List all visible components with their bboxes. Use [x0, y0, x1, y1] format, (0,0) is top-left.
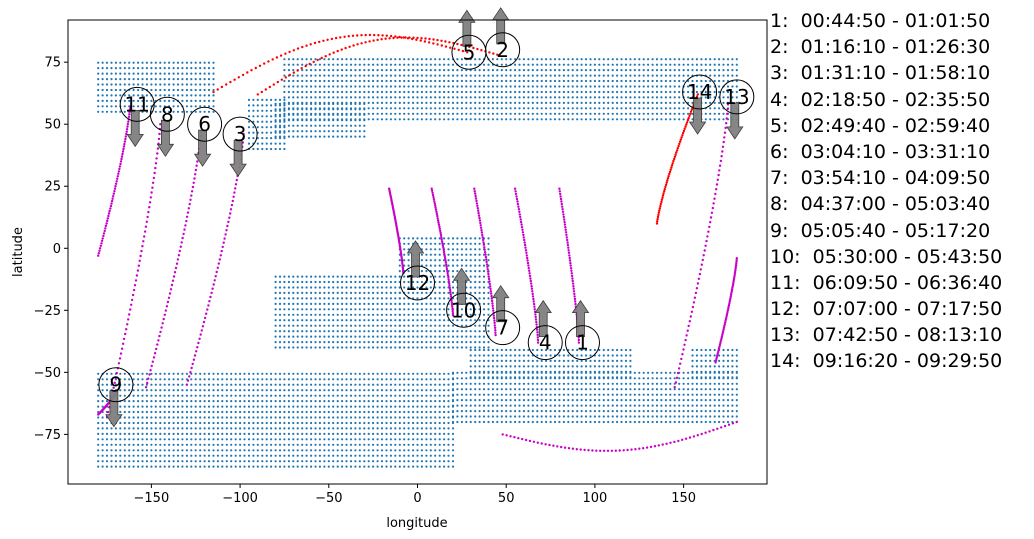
- arrow-down-9: [105, 390, 123, 428]
- track-pass-4: [513, 187, 540, 344]
- pass-number-3: 3: [234, 122, 247, 146]
- pass-number-7: 7: [496, 316, 509, 340]
- x-tick-label: 100: [582, 491, 607, 506]
- track-pass-1: [558, 187, 581, 344]
- arrow-up-7: [491, 284, 510, 323]
- y-axis-label: latitude: [11, 227, 26, 277]
- pass-circle-14: [682, 74, 718, 110]
- pass-number-6: 6: [198, 112, 211, 136]
- track-pass-12: [387, 187, 405, 275]
- x-tick-label: −150: [134, 491, 170, 506]
- pass-number-5: 5: [463, 40, 476, 64]
- pass-tracks: [97, 33, 739, 452]
- pass-number-1: 1: [576, 331, 589, 355]
- legend-entry-10: 10: 05:30:00 - 05:43:50: [770, 245, 1003, 268]
- track-extra-0: [714, 257, 739, 364]
- ground-region-7: [97, 372, 455, 468]
- ground-region-8: [451, 371, 738, 424]
- pass-circle-4: [527, 325, 563, 361]
- pass-circle-13: [719, 79, 755, 115]
- legend-entry-5: 5: 02:49:40 - 02:59:40: [770, 114, 991, 137]
- track-pass-11: [97, 105, 132, 257]
- x-tick-label: 50: [498, 491, 515, 506]
- pass-circle-8: [149, 96, 185, 132]
- track-pass-5: [212, 33, 469, 94]
- legend-entry-7: 7: 03:54:10 - 04:09:50: [770, 167, 991, 190]
- ground-region-9: [691, 348, 738, 379]
- pass-legend: 1: 00:44:50 - 01:01:50 2: 01:16:10 - 01:2…: [770, 8, 1002, 375]
- track-pass-10: [430, 187, 455, 317]
- legend-entry-4: 4: 02:18:50 - 02:35:50: [770, 88, 991, 111]
- pass-circle-9: [98, 367, 134, 403]
- track-pass-13: [673, 103, 730, 389]
- legend-entry-3: 3: 01:31:10 - 01:58:10: [770, 62, 991, 85]
- x-tick-label: 0: [413, 491, 421, 506]
- pass-number-13: 13: [724, 85, 749, 109]
- pass-circle-11: [119, 86, 155, 122]
- x-tick-label: −100: [222, 491, 258, 506]
- legend-entry-8: 8: 04:37:00 - 05:03:40: [770, 193, 991, 216]
- arrow-down-8: [156, 119, 175, 158]
- arrow-up-1: [571, 299, 590, 338]
- legend-entry-2: 2: 01:16:10 - 01:26:30: [770, 36, 991, 59]
- legend-entry-9: 9: 05:05:40 - 05:17:20: [770, 219, 991, 242]
- pass-circle-10: [446, 292, 482, 328]
- track-pass-2: [256, 36, 499, 96]
- x-axis-label: longitude: [386, 516, 447, 531]
- y-tick-label: 0: [53, 242, 61, 257]
- y-axis-ticks: −75 −50 −25 0 25 50 75: [34, 56, 68, 443]
- legend-entry-11: 11: 06:09:50 - 06:36:40: [770, 271, 1003, 294]
- x-tick-label: −50: [315, 491, 342, 506]
- arrow-up-5: [458, 9, 476, 47]
- legend-entry-13: 13: 07:42:50 - 08:13:10: [770, 324, 1003, 347]
- arrow-up-10: [452, 267, 471, 305]
- pass-number-8: 8: [161, 102, 174, 126]
- legend-entry-14: 14: 09:16:20 - 09:29:50: [770, 350, 1003, 373]
- direction-arrows: [105, 7, 744, 428]
- pass-number-14: 14: [687, 80, 712, 104]
- y-tick-label: −50: [34, 366, 61, 381]
- arrow-down-13: [726, 102, 744, 140]
- y-tick-label: −75: [34, 428, 61, 443]
- legend-entry-6: 6: 03:04:10 - 03:31:10: [770, 140, 991, 163]
- pass-circle-12: [400, 265, 435, 301]
- y-tick-label: 25: [44, 180, 61, 195]
- track-extra-1: [501, 420, 739, 452]
- pass-number-12: 12: [405, 271, 430, 295]
- pass-number-9: 9: [110, 373, 123, 397]
- arrow-down-3: [229, 139, 247, 177]
- pass-number-4: 4: [539, 331, 552, 355]
- ground-region-2: [283, 58, 738, 121]
- x-axis-ticks: −150 −100 −50 0 50 100 150: [134, 484, 696, 506]
- ground-region-0: [97, 61, 215, 113]
- legend-entry-1: 1: 00:44:50 - 01:01:50: [770, 10, 991, 32]
- track-pass-7: [473, 187, 497, 337]
- pass-circle-6: [187, 106, 223, 142]
- arrow-down-11: [126, 110, 144, 148]
- arrow-up-4: [534, 299, 552, 338]
- pass-circle-1: [564, 325, 600, 361]
- ground-region-3: [274, 102, 366, 138]
- pass-circle-3: [222, 116, 258, 152]
- arrow-down-14: [688, 97, 707, 135]
- y-tick-label: −25: [34, 304, 61, 319]
- pass-circle-5: [451, 34, 487, 70]
- track-pass-6: [144, 130, 203, 389]
- pass-number-11: 11: [124, 92, 149, 116]
- y-tick-label: 75: [44, 56, 61, 71]
- x-tick-label: 150: [671, 491, 696, 506]
- ground-region-6: [274, 275, 401, 349]
- arrow-down-6: [193, 129, 212, 167]
- track-pass-8: [105, 123, 162, 419]
- legend-entry-12: 12: 07:07:00 - 07:17:50: [770, 298, 1003, 321]
- y-tick-label: 50: [44, 118, 61, 133]
- arrow-up-12: [406, 240, 425, 278]
- pass-circle-7: [485, 310, 521, 346]
- pass-number-2: 2: [496, 38, 509, 62]
- pass-number-10: 10: [451, 298, 476, 322]
